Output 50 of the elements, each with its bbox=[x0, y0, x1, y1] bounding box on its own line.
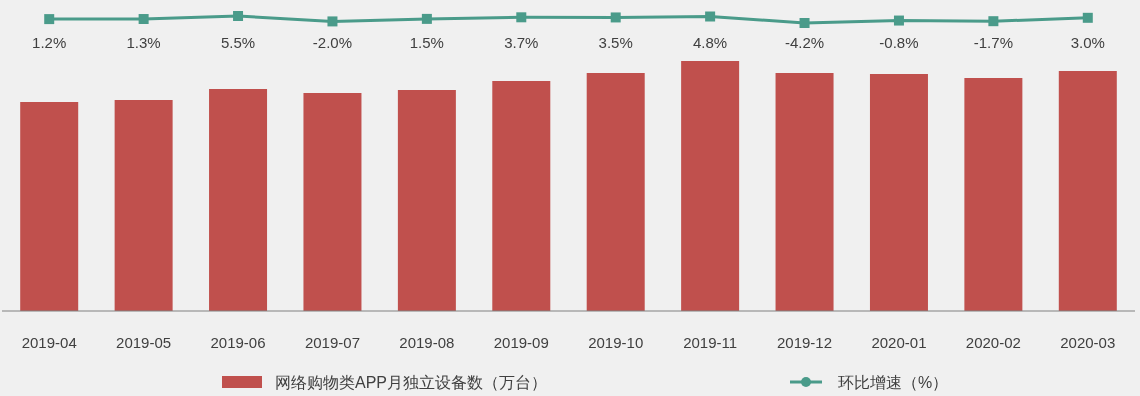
data-label: 3.7% bbox=[504, 34, 539, 51]
bar bbox=[492, 81, 551, 311]
x-tick-label: 2019-12 bbox=[777, 334, 833, 351]
data-label: 1.5% bbox=[409, 34, 444, 51]
data-label: 3.0% bbox=[1070, 34, 1105, 51]
point bbox=[893, 15, 904, 26]
data-label: 5.5% bbox=[220, 34, 256, 51]
data-label: 1.2% bbox=[32, 34, 67, 51]
x-tick-label: 2019-08 bbox=[399, 334, 455, 351]
point bbox=[327, 16, 338, 27]
bar bbox=[964, 78, 1023, 311]
bar bbox=[20, 102, 79, 311]
legend-label: 网络购物类APP月独立设备数（万台） bbox=[275, 374, 548, 391]
bar bbox=[209, 89, 268, 311]
data-label: -2.0% bbox=[312, 34, 353, 51]
data-label: -1.7% bbox=[973, 34, 1013, 51]
bar bbox=[869, 74, 928, 311]
point bbox=[1082, 12, 1093, 23]
point bbox=[799, 18, 810, 28]
x-tick-label: 2019-09 bbox=[493, 334, 549, 351]
point bbox=[233, 11, 244, 21]
x-tick-label: 2020-01 bbox=[871, 334, 927, 351]
legend-label: 环比增速（%） bbox=[838, 374, 949, 391]
x-tick-label: 2020-02 bbox=[965, 334, 1021, 351]
bar bbox=[775, 73, 834, 311]
data-label: 1.3% bbox=[126, 34, 161, 51]
bar bbox=[397, 90, 456, 311]
x-tick-label: 2020-03 bbox=[1060, 334, 1116, 351]
x-tick-label: 2019-11 bbox=[683, 334, 738, 351]
point bbox=[516, 12, 527, 23]
point bbox=[421, 13, 432, 24]
bar bbox=[1058, 71, 1117, 311]
data-label: -4.2% bbox=[784, 34, 825, 51]
bar bbox=[114, 100, 173, 311]
x-tick-label: 2019-05 bbox=[116, 334, 172, 351]
bar bbox=[303, 93, 362, 311]
x-tick-label: 2019-10 bbox=[588, 334, 644, 351]
point bbox=[705, 11, 716, 22]
data-label: -0.8% bbox=[879, 34, 919, 51]
x-tick-label: 2019-06 bbox=[210, 334, 266, 351]
point bbox=[988, 16, 999, 27]
bar bbox=[586, 73, 645, 311]
point bbox=[44, 14, 55, 25]
point bbox=[610, 12, 621, 23]
data-label: 3.5% bbox=[598, 34, 633, 51]
x-tick-label: 2019-04 bbox=[21, 334, 77, 351]
bar bbox=[681, 61, 740, 311]
data-label: 4.8% bbox=[693, 34, 728, 51]
point bbox=[138, 14, 149, 25]
x-tick-label: 2019-07 bbox=[304, 334, 360, 351]
